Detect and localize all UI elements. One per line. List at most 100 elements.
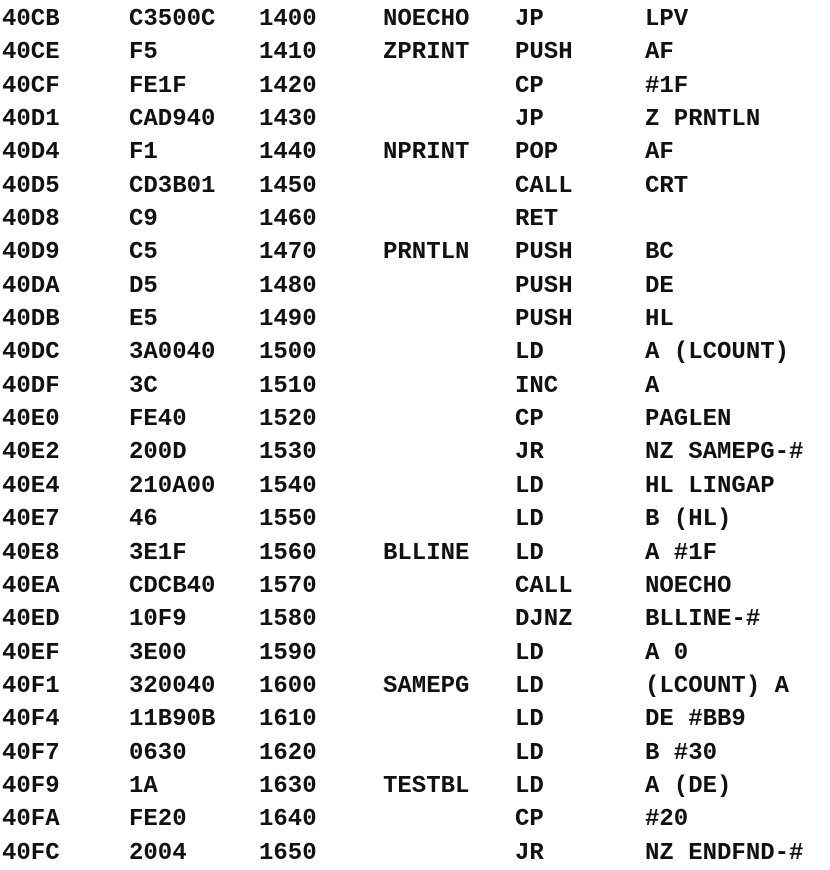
line-number: 1590: [259, 639, 317, 667]
address: 40E8: [2, 539, 60, 567]
opcode: INC: [515, 372, 559, 400]
address: 40E7: [2, 506, 60, 534]
machine-code: 3C: [129, 372, 158, 400]
line-number: 1410: [259, 39, 317, 67]
operand: BLLINE-#: [645, 606, 761, 634]
opcode: PUSH: [515, 272, 573, 300]
line-number: 1640: [259, 806, 317, 834]
line-number: 1450: [259, 172, 317, 200]
operand: #20: [645, 806, 689, 834]
address: 40D1: [2, 106, 60, 134]
line-number: 1530: [259, 439, 317, 467]
label: SAMEPG: [383, 672, 470, 700]
machine-code: 1A: [129, 772, 158, 800]
machine-code: 210A00: [129, 472, 216, 500]
opcode: DJNZ: [515, 606, 573, 634]
operand: B (HL): [645, 506, 732, 534]
machine-code: 320040: [129, 672, 216, 700]
opcode: JP: [515, 6, 544, 33]
operand: HL: [645, 306, 674, 334]
operand: DE: [645, 272, 674, 300]
opcode: LD: [515, 706, 544, 734]
line-number: 1440: [259, 139, 317, 167]
operand: AF: [645, 139, 674, 167]
operand: A 0: [645, 639, 689, 667]
line-number: 1400: [259, 6, 317, 33]
address: 40CE: [2, 39, 60, 67]
machine-code: F5: [129, 39, 158, 67]
operand: HL LINGAP: [645, 472, 775, 500]
address: 40D8: [2, 206, 60, 234]
machine-code: 200D: [129, 439, 187, 467]
line-number: 1540: [259, 472, 317, 500]
line-number: 1580: [259, 606, 317, 634]
opcode: PUSH: [515, 39, 573, 67]
address: 40DF: [2, 372, 60, 400]
line-number: 1560: [259, 539, 317, 567]
label: ZPRINT: [383, 39, 470, 67]
line-number: 1490: [259, 306, 317, 334]
address: 40CF: [2, 72, 60, 100]
machine-code: CD3B01: [129, 172, 216, 200]
machine-code: 0630: [129, 739, 187, 767]
line-number: 1480: [259, 272, 317, 300]
operand: CRT: [645, 172, 689, 200]
operand: BC: [645, 239, 674, 267]
machine-code: 2004: [129, 839, 187, 867]
opcode: CP: [515, 806, 544, 834]
operand: A: [645, 372, 660, 400]
line-number: 1500: [259, 339, 317, 367]
opcode: POP: [515, 139, 559, 167]
opcode: CP: [515, 72, 544, 100]
opcode: JP: [515, 106, 544, 134]
machine-code: C9: [129, 206, 158, 234]
address: 40E2: [2, 439, 60, 467]
machine-code: FE20: [129, 806, 187, 834]
address: 40F4: [2, 706, 60, 734]
address: 40DB: [2, 306, 60, 334]
line-number: 1570: [259, 572, 317, 600]
line-number: 1550: [259, 506, 317, 534]
address: 40ED: [2, 606, 60, 634]
line-number: 1420: [259, 72, 317, 100]
machine-code: 11B90B: [129, 706, 216, 734]
address: 40EF: [2, 639, 60, 667]
operand: B #30: [645, 739, 718, 767]
operand: A #1F: [645, 539, 718, 567]
line-number: 1430: [259, 106, 317, 134]
line-number: 1520: [259, 406, 317, 434]
operand: NOECHO: [645, 572, 732, 600]
machine-code: FE1F: [129, 72, 187, 100]
address: 40E4: [2, 472, 60, 500]
machine-code: CDCB40: [129, 572, 216, 600]
address: 40F7: [2, 739, 60, 767]
operand: (LCOUNT) A: [645, 672, 790, 700]
operand: NZ ENDFND-#: [645, 839, 804, 867]
line-number: 1460: [259, 206, 317, 234]
operand: DE #BB9: [645, 706, 746, 734]
opcode: CALL: [515, 172, 573, 200]
opcode: LD: [515, 772, 544, 800]
address: 40DC: [2, 339, 60, 367]
machine-code: C3500C: [129, 6, 216, 33]
operand: AF: [645, 39, 674, 67]
machine-code: 3E00: [129, 639, 187, 667]
machine-code: 10F9: [129, 606, 187, 634]
operand: NZ SAMEPG-#: [645, 439, 804, 467]
line-number: 1510: [259, 372, 317, 400]
machine-code: 3E1F: [129, 539, 187, 567]
opcode: LD: [515, 506, 544, 534]
line-number: 1620: [259, 739, 317, 767]
opcode: LD: [515, 639, 544, 667]
machine-code: CAD940: [129, 106, 216, 134]
operand: A (DE): [645, 772, 732, 800]
line-number: 1630: [259, 772, 317, 800]
opcode: JR: [515, 839, 544, 867]
machine-code: 3A0040: [129, 339, 216, 367]
label: TESTBL: [383, 772, 470, 800]
machine-code: 46: [129, 506, 158, 534]
line-number: 1650: [259, 839, 317, 867]
opcode: CP: [515, 406, 544, 434]
machine-code: D5: [129, 272, 158, 300]
machine-code: C5: [129, 239, 158, 267]
